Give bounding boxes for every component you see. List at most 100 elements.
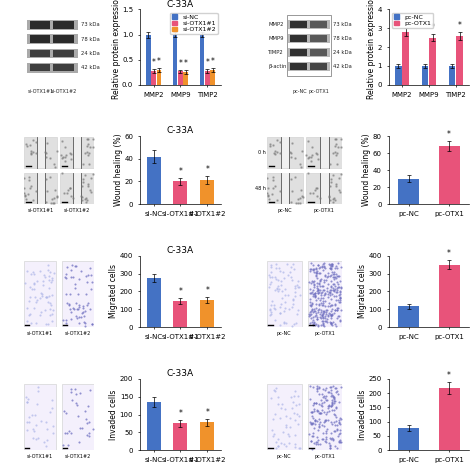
Bar	[320, 137, 328, 168]
Text: *: *	[447, 130, 451, 139]
Text: si-OTX1#2: si-OTX1#2	[65, 331, 91, 336]
Bar	[281, 173, 290, 204]
Title: C-33A: C-33A	[167, 369, 194, 378]
Bar	[24, 137, 57, 168]
Bar	[288, 34, 330, 43]
Text: *: *	[157, 57, 161, 66]
Text: MMP2: MMP2	[268, 22, 284, 27]
Bar	[30, 36, 50, 43]
Bar	[27, 63, 78, 73]
Bar	[205, 71, 210, 85]
Bar	[60, 173, 94, 204]
Text: *: *	[457, 21, 462, 30]
Bar	[291, 63, 307, 70]
Bar	[310, 49, 327, 56]
Bar	[287, 16, 331, 75]
Bar	[146, 35, 151, 85]
Bar	[36, 137, 45, 168]
Text: *: *	[179, 167, 182, 176]
Text: 0 h: 0 h	[258, 150, 265, 155]
Bar	[288, 48, 330, 57]
Text: β-actin: β-actin	[268, 64, 287, 69]
Bar	[438, 388, 460, 450]
Bar	[267, 173, 303, 204]
Text: 42 kDa: 42 kDa	[81, 65, 100, 70]
Text: si-OTX1#1: si-OTX1#1	[28, 89, 54, 94]
Text: *: *	[205, 408, 210, 417]
Bar	[24, 173, 57, 204]
Bar	[398, 428, 419, 450]
Bar	[178, 71, 183, 85]
Y-axis label: Wound healing (%): Wound healing (%)	[362, 134, 371, 207]
Bar	[310, 21, 327, 28]
Bar	[201, 300, 214, 327]
Legend: si-NC, si-OTX1#1, si-OTX1#2: si-NC, si-OTX1#1, si-OTX1#2	[170, 13, 218, 34]
Title: C-33A: C-33A	[167, 246, 194, 255]
Bar	[308, 261, 342, 327]
Y-axis label: Relative protein expression: Relative protein expression	[111, 0, 120, 100]
Text: pc-OTX1: pc-OTX1	[315, 454, 336, 459]
Text: TIMP2: TIMP2	[268, 50, 284, 55]
Text: 78 kDa: 78 kDa	[81, 36, 100, 42]
Bar	[27, 34, 78, 44]
Bar	[173, 423, 187, 450]
Bar	[183, 72, 188, 85]
Bar	[146, 278, 161, 327]
Text: *: *	[404, 17, 408, 26]
Bar	[62, 384, 94, 450]
Bar	[27, 20, 78, 30]
Bar	[173, 35, 177, 85]
Bar	[288, 20, 330, 29]
Y-axis label: Relative protein expression: Relative protein expression	[367, 0, 376, 100]
Bar	[291, 49, 307, 56]
Text: si-OTX1#2: si-OTX1#2	[51, 89, 77, 94]
Text: pc-NC: pc-NC	[278, 208, 292, 212]
Bar	[156, 70, 161, 85]
Bar	[395, 66, 401, 85]
Text: si-OTX1#1: si-OTX1#1	[27, 454, 53, 459]
Bar	[429, 37, 436, 85]
Bar	[449, 66, 456, 85]
Bar	[306, 173, 342, 204]
Text: *: *	[431, 23, 435, 32]
Bar	[24, 384, 56, 450]
Text: *: *	[205, 58, 210, 67]
Bar	[310, 63, 327, 70]
Text: 24 kDa: 24 kDa	[333, 50, 351, 55]
Bar	[151, 71, 156, 85]
Text: 78 kDa: 78 kDa	[333, 36, 351, 41]
Y-axis label: Wound healing (%): Wound healing (%)	[114, 134, 123, 207]
Bar	[210, 70, 215, 85]
Bar	[27, 48, 78, 58]
Text: si-OTX1#2: si-OTX1#2	[64, 208, 90, 212]
Bar	[53, 36, 73, 43]
Title: C-33A: C-33A	[167, 0, 194, 9]
Bar	[456, 36, 463, 85]
Y-axis label: Migrated cells: Migrated cells	[109, 264, 118, 319]
Text: pc-NC: pc-NC	[277, 331, 292, 336]
Text: pc-OTX1: pc-OTX1	[314, 208, 335, 212]
Bar	[173, 301, 187, 327]
Text: pc-NC: pc-NC	[277, 454, 292, 459]
Bar	[398, 306, 419, 327]
Text: 42 kDa: 42 kDa	[333, 64, 351, 69]
Bar	[438, 264, 460, 327]
Text: pc-OTX1: pc-OTX1	[309, 89, 329, 94]
Bar	[201, 180, 214, 204]
Text: *: *	[179, 59, 182, 68]
Bar	[53, 64, 73, 72]
Text: pc-NC: pc-NC	[292, 89, 307, 94]
Bar	[173, 182, 187, 204]
Bar	[402, 32, 409, 85]
Bar	[30, 21, 50, 28]
Legend: pc-NC, pc-OTX1: pc-NC, pc-OTX1	[392, 13, 433, 28]
Bar	[201, 422, 214, 450]
Bar	[267, 384, 301, 450]
Bar	[438, 146, 460, 204]
Bar	[53, 50, 73, 57]
Text: *: *	[447, 249, 451, 258]
Text: *: *	[205, 165, 210, 174]
Bar	[30, 50, 50, 57]
Y-axis label: Invaded cells: Invaded cells	[109, 389, 118, 440]
Text: *: *	[205, 286, 210, 295]
